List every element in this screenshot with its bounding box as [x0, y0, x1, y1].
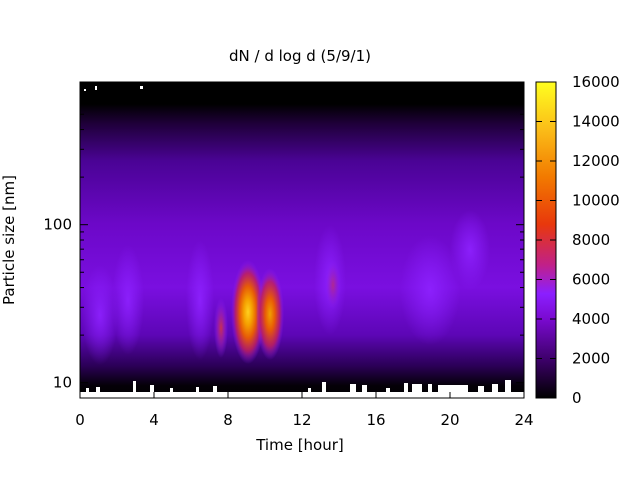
- warm-spot-a: [214, 298, 228, 358]
- chart-title: dN / d log d (5/9/1): [229, 47, 371, 65]
- warm-spot-b: [325, 260, 341, 310]
- violet-band-5: [400, 235, 460, 345]
- violet-band-1: [82, 265, 118, 365]
- top-gap-specks: [84, 86, 143, 91]
- plot-area: [80, 82, 524, 398]
- x-tick-label: 4: [149, 411, 159, 429]
- x-tick-label: 8: [223, 411, 233, 429]
- x-tick-label: 20: [440, 411, 459, 429]
- heatmap-background: [80, 82, 524, 398]
- y-tick-label: 10: [53, 374, 72, 392]
- colorbar-tick-label: 12000: [572, 152, 620, 170]
- colorbar-tick-label: 16000: [572, 73, 620, 91]
- hot-spot-2: [256, 268, 284, 360]
- hot-spot-1: [231, 260, 265, 364]
- colorbar-axis: 0 2000 4000 6000 8000 10000 12000 14000 16000: [536, 73, 620, 407]
- colorbar-tick-label: 4000: [572, 310, 610, 328]
- colorbar-tick-label: 8000: [572, 231, 610, 249]
- heatmap-blobs: [82, 210, 490, 365]
- y-axis-label: Particle size [nm]: [0, 175, 18, 305]
- violet-band-6: [450, 210, 490, 290]
- x-axis: 0 4 8 12 16 20 24: [75, 82, 534, 429]
- colorbar-tick-label: 0: [572, 389, 582, 407]
- x-tick-label: 24: [514, 411, 533, 429]
- x-tick-label: 0: [75, 411, 85, 429]
- colorbar-tick-label: 6000: [572, 271, 610, 289]
- violet-band-2: [112, 245, 144, 355]
- x-tick-label: 16: [366, 411, 385, 429]
- colorbar-tick-label: 10000: [572, 192, 620, 210]
- colorbar-tick-label: 2000: [572, 350, 610, 368]
- x-tick-label: 12: [292, 411, 311, 429]
- colorbar-tick-label: 14000: [572, 113, 620, 131]
- y-tick-label: 100: [43, 216, 72, 234]
- y-axis: 10 100: [43, 81, 524, 399]
- x-axis-label: Time [hour]: [255, 436, 344, 454]
- violet-band-3: [186, 240, 214, 360]
